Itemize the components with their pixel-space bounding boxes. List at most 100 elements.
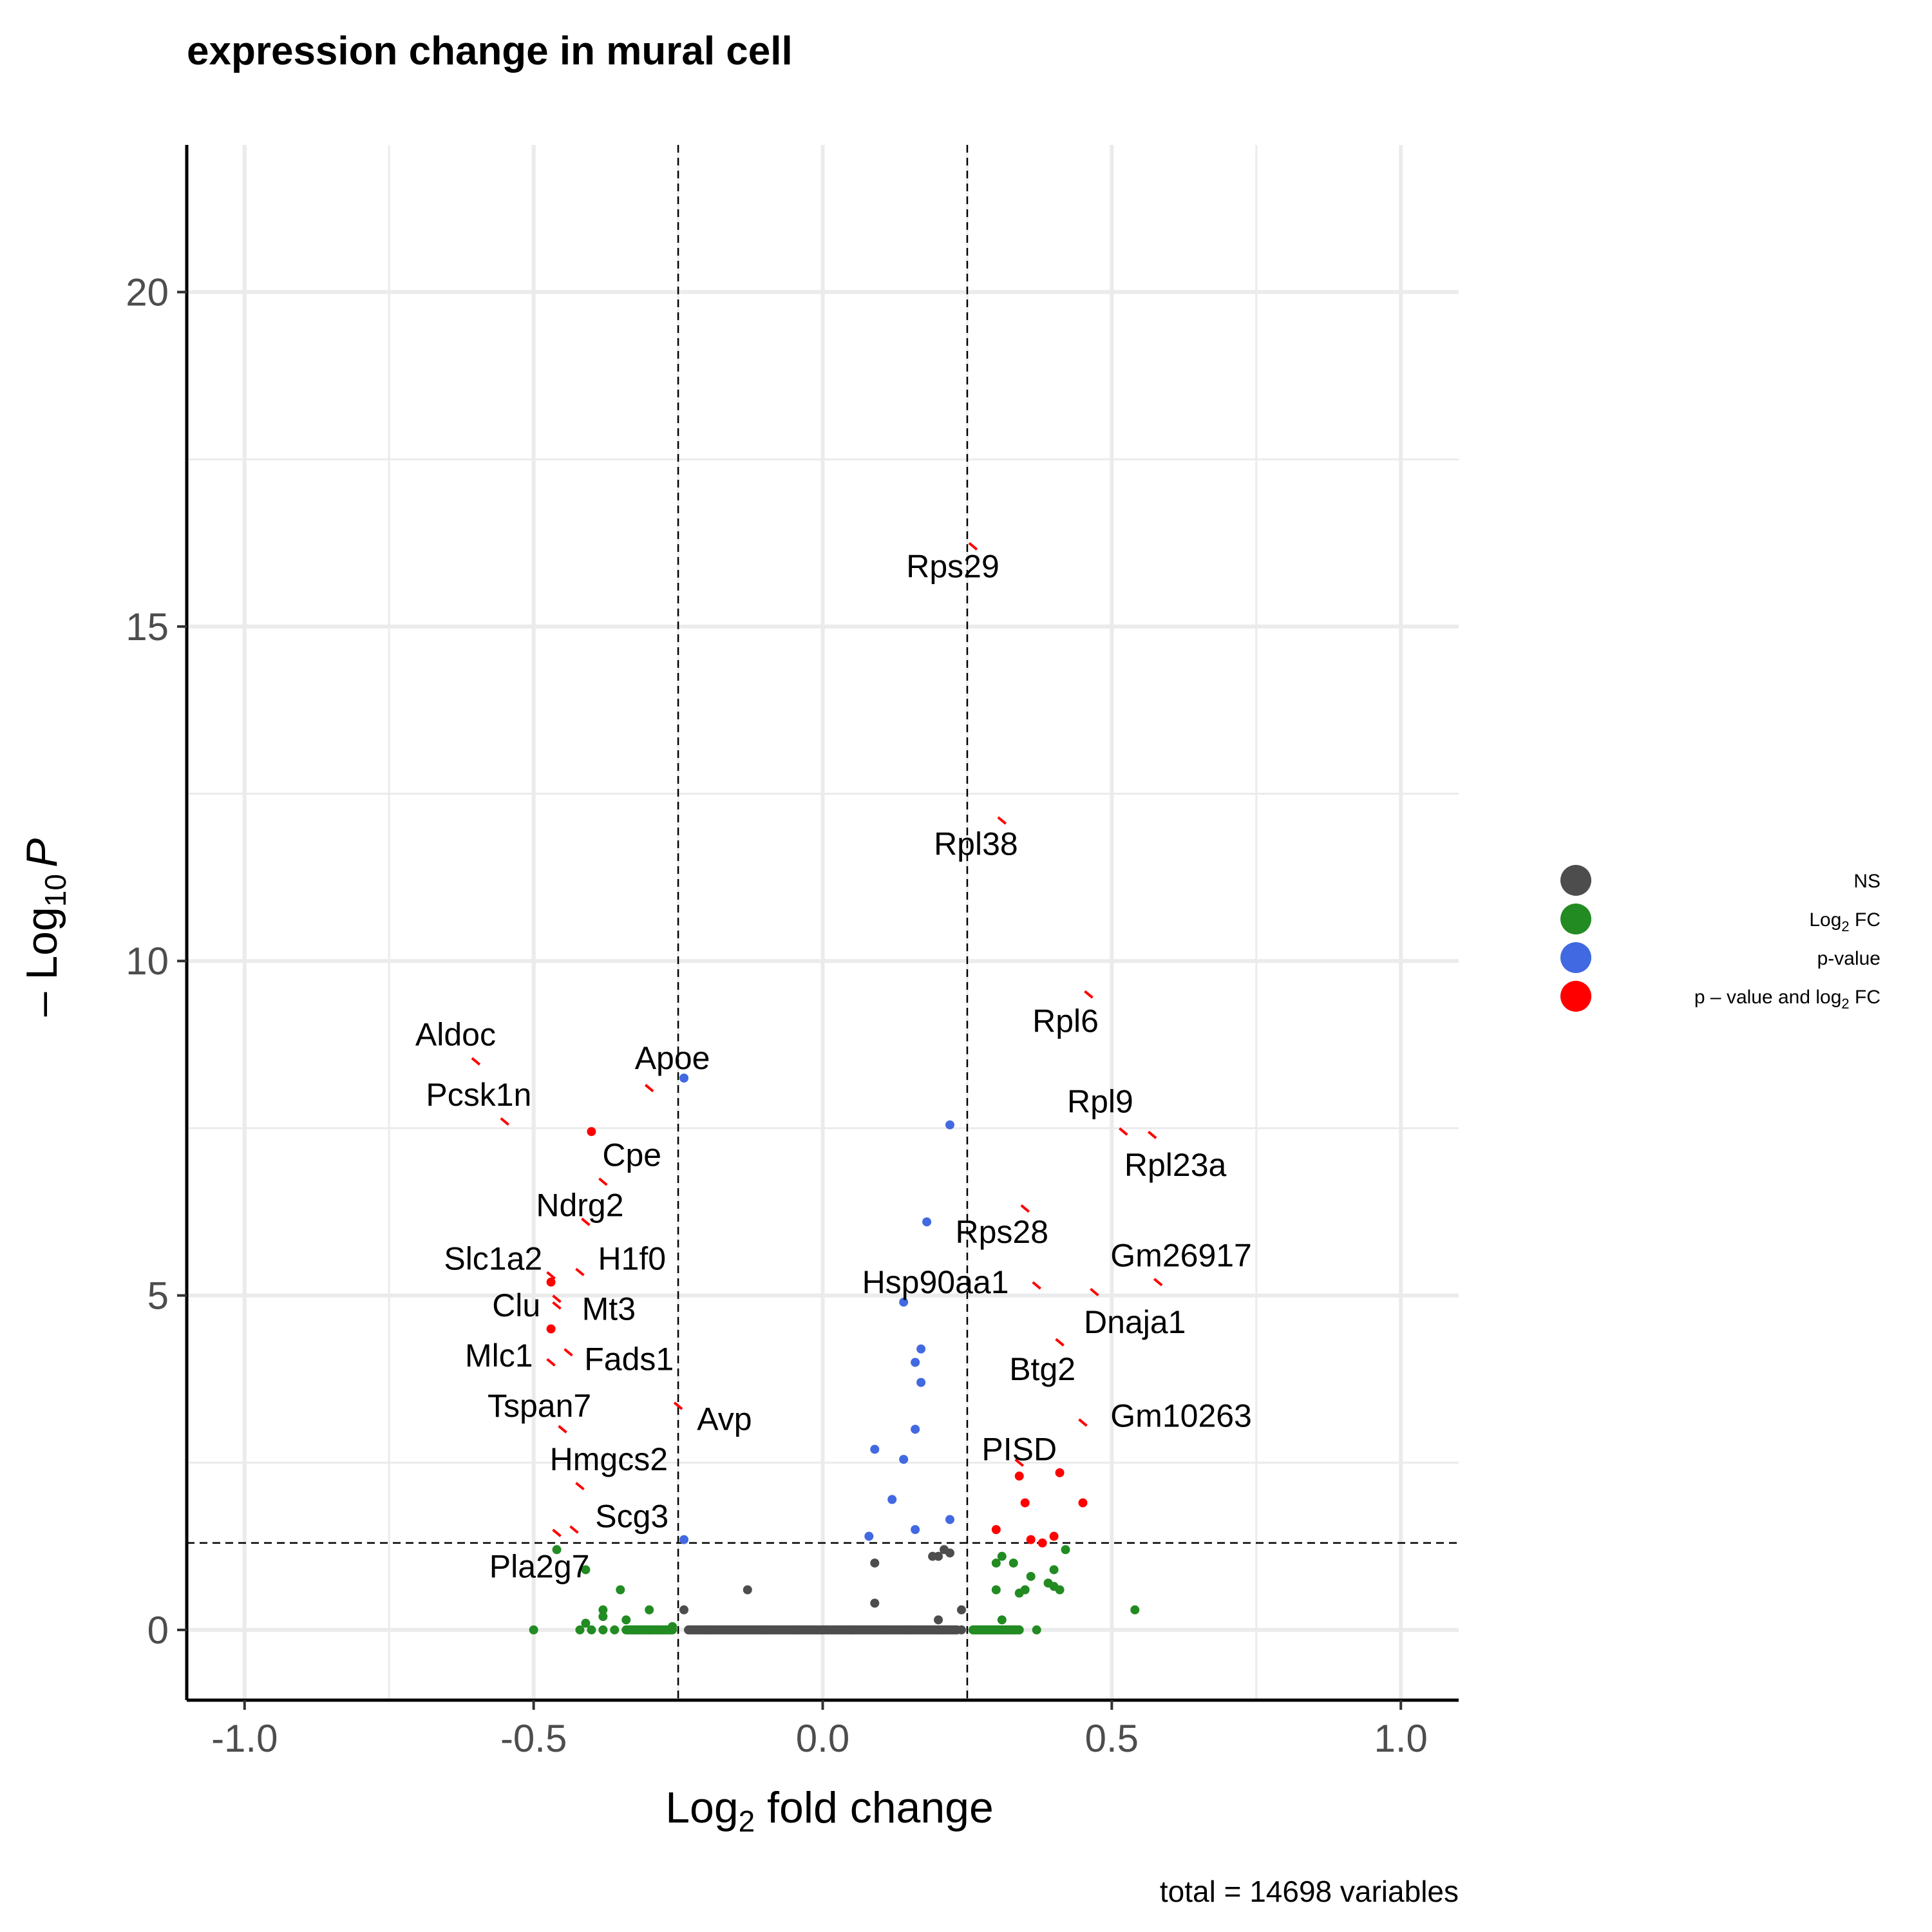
gene-label-text: Avp	[697, 1401, 752, 1437]
gene-label-text: Tspan7	[488, 1388, 591, 1424]
gene-label-text: Dnaja1	[1084, 1304, 1186, 1340]
gene-label-connector	[546, 1271, 556, 1280]
gene-label-connector	[1084, 990, 1094, 999]
legend-label: NS	[1853, 871, 1880, 892]
y-axis-title-prefix: – Log	[17, 907, 66, 1016]
point-fc	[1049, 1565, 1059, 1575]
point-both	[1037, 1538, 1047, 1548]
gene-label-text: Ndrg2	[536, 1187, 623, 1223]
point-ns	[743, 1585, 752, 1595]
point-fc	[598, 1625, 608, 1634]
point-fc	[575, 1625, 585, 1634]
gene-label-hmgcs2: Hmgcs2	[550, 1441, 668, 1491]
point-ns	[679, 1605, 689, 1615]
gene-label-rpl9: Rpl9	[1067, 1083, 1133, 1136]
gene-label-gm26917: Gm26917	[1110, 1237, 1252, 1287]
legend-item-fc: Log2 FC	[1560, 904, 1880, 934]
gene-label-tspan7: Tspan7	[488, 1388, 591, 1434]
gene-label-rpl38: Rpl38	[934, 816, 1018, 862]
gene-label-text: Hmgcs2	[550, 1441, 668, 1477]
gene-label-text: Rps29	[906, 548, 999, 584]
point-fc	[997, 1551, 1007, 1561]
point-fc	[1026, 1571, 1036, 1581]
gene-label-connector	[552, 1294, 562, 1303]
legend-label-sub: 2	[1841, 918, 1849, 934]
point-p	[911, 1525, 920, 1535]
gene-label-cpe: Cpe	[598, 1137, 661, 1186]
gene-label-text: Mt3	[582, 1291, 636, 1327]
point-fc	[1032, 1625, 1041, 1634]
point-p	[870, 1444, 880, 1454]
gene-label-text: Pcsk1n	[426, 1077, 531, 1113]
y-tick-label: 0	[147, 1609, 169, 1652]
point-p	[887, 1495, 897, 1504]
point-both	[991, 1525, 1001, 1535]
point-fc	[598, 1605, 608, 1615]
x-axis-title-main: Log	[665, 1783, 738, 1832]
legend-item-both: p – value and log2 FC	[1560, 981, 1880, 1012]
gene-label-connector	[558, 1425, 567, 1434]
gene-label-text: Cpe	[602, 1137, 661, 1173]
point-fc	[1130, 1605, 1140, 1615]
point-p	[945, 1515, 954, 1524]
point-band-fc	[623, 1625, 676, 1634]
gene-label-text: Rpl6	[1032, 1003, 1099, 1039]
x-tick-label: -0.5	[500, 1717, 567, 1760]
gene-label-gm10263: Gm10263	[1078, 1398, 1252, 1434]
gene-label-text: Mlc1	[465, 1338, 533, 1374]
point-fc	[529, 1625, 538, 1634]
gene-label-connector	[598, 1177, 608, 1186]
gene-label-rpl23a: Rpl23a	[1124, 1130, 1227, 1183]
legend-label-rest: FC	[1850, 987, 1880, 1008]
point-fc	[552, 1545, 562, 1555]
x-tick-label: 0.0	[796, 1717, 849, 1760]
point-ns	[934, 1615, 943, 1625]
legend-marker	[1560, 904, 1591, 934]
gene-label-h1f0: H1f0	[575, 1240, 666, 1276]
point-fc	[587, 1625, 596, 1634]
gene-label-connector	[1032, 1281, 1041, 1290]
legend-label-main: NS	[1853, 871, 1880, 892]
gene-label-mlc1: Mlc1	[465, 1338, 556, 1374]
point-both	[1078, 1498, 1088, 1508]
point-p	[916, 1344, 926, 1354]
legend-label: p – value and log2 FC	[1694, 987, 1880, 1012]
gene-label-text: Gm26917	[1110, 1237, 1252, 1273]
gene-label-text: Aldoc	[415, 1016, 496, 1052]
point-both	[1026, 1535, 1036, 1544]
gene-label-rpl6: Rpl6	[1032, 990, 1099, 1039]
gene-label-connector	[564, 1348, 573, 1357]
gene-label-connector	[968, 542, 978, 551]
gene-label-connector	[471, 1057, 481, 1066]
series-p	[679, 1074, 954, 1544]
gene-label-mt3: Mt3	[552, 1291, 636, 1327]
gene-label-connector	[644, 1084, 654, 1093]
gene-label-pla2g7: Pla2g7	[489, 1528, 590, 1584]
gene-label-text: Btg2	[1009, 1351, 1075, 1387]
data-points	[529, 1074, 1140, 1634]
point-p	[922, 1217, 932, 1227]
point-both	[1014, 1472, 1024, 1481]
point-fc	[621, 1615, 631, 1625]
gene-label-text: Hsp90aa1	[862, 1264, 1009, 1300]
gene-label-fads1: Fads1	[564, 1341, 674, 1377]
point-both	[546, 1324, 556, 1334]
legend-label-main: p-value	[1817, 948, 1880, 969]
point-p	[679, 1074, 689, 1083]
point-ns	[928, 1551, 938, 1561]
gene-label-connector	[1090, 1287, 1099, 1296]
x-tick-label: 0.5	[1085, 1717, 1139, 1760]
legend-label-rest: FC	[1850, 909, 1880, 931]
gene-label-connector	[500, 1117, 510, 1126]
point-fc	[581, 1565, 591, 1575]
gene-label-text: Pla2g7	[489, 1548, 590, 1584]
point-fc	[598, 1612, 608, 1622]
gene-label-connector	[1147, 1130, 1157, 1139]
threshold-lines	[187, 145, 1459, 1700]
caption: total = 14698 variables	[1160, 1875, 1459, 1908]
gene-label-apoe: Apoe	[635, 1040, 710, 1093]
gene-label-connector	[1020, 1204, 1030, 1213]
gene-label-connector	[552, 1528, 562, 1537]
gene-labels: Rps29 Rpl38 Rpl6 Rpl9 Rpl23a Rps28 Gm26917 Hsp9…	[415, 542, 1252, 1584]
